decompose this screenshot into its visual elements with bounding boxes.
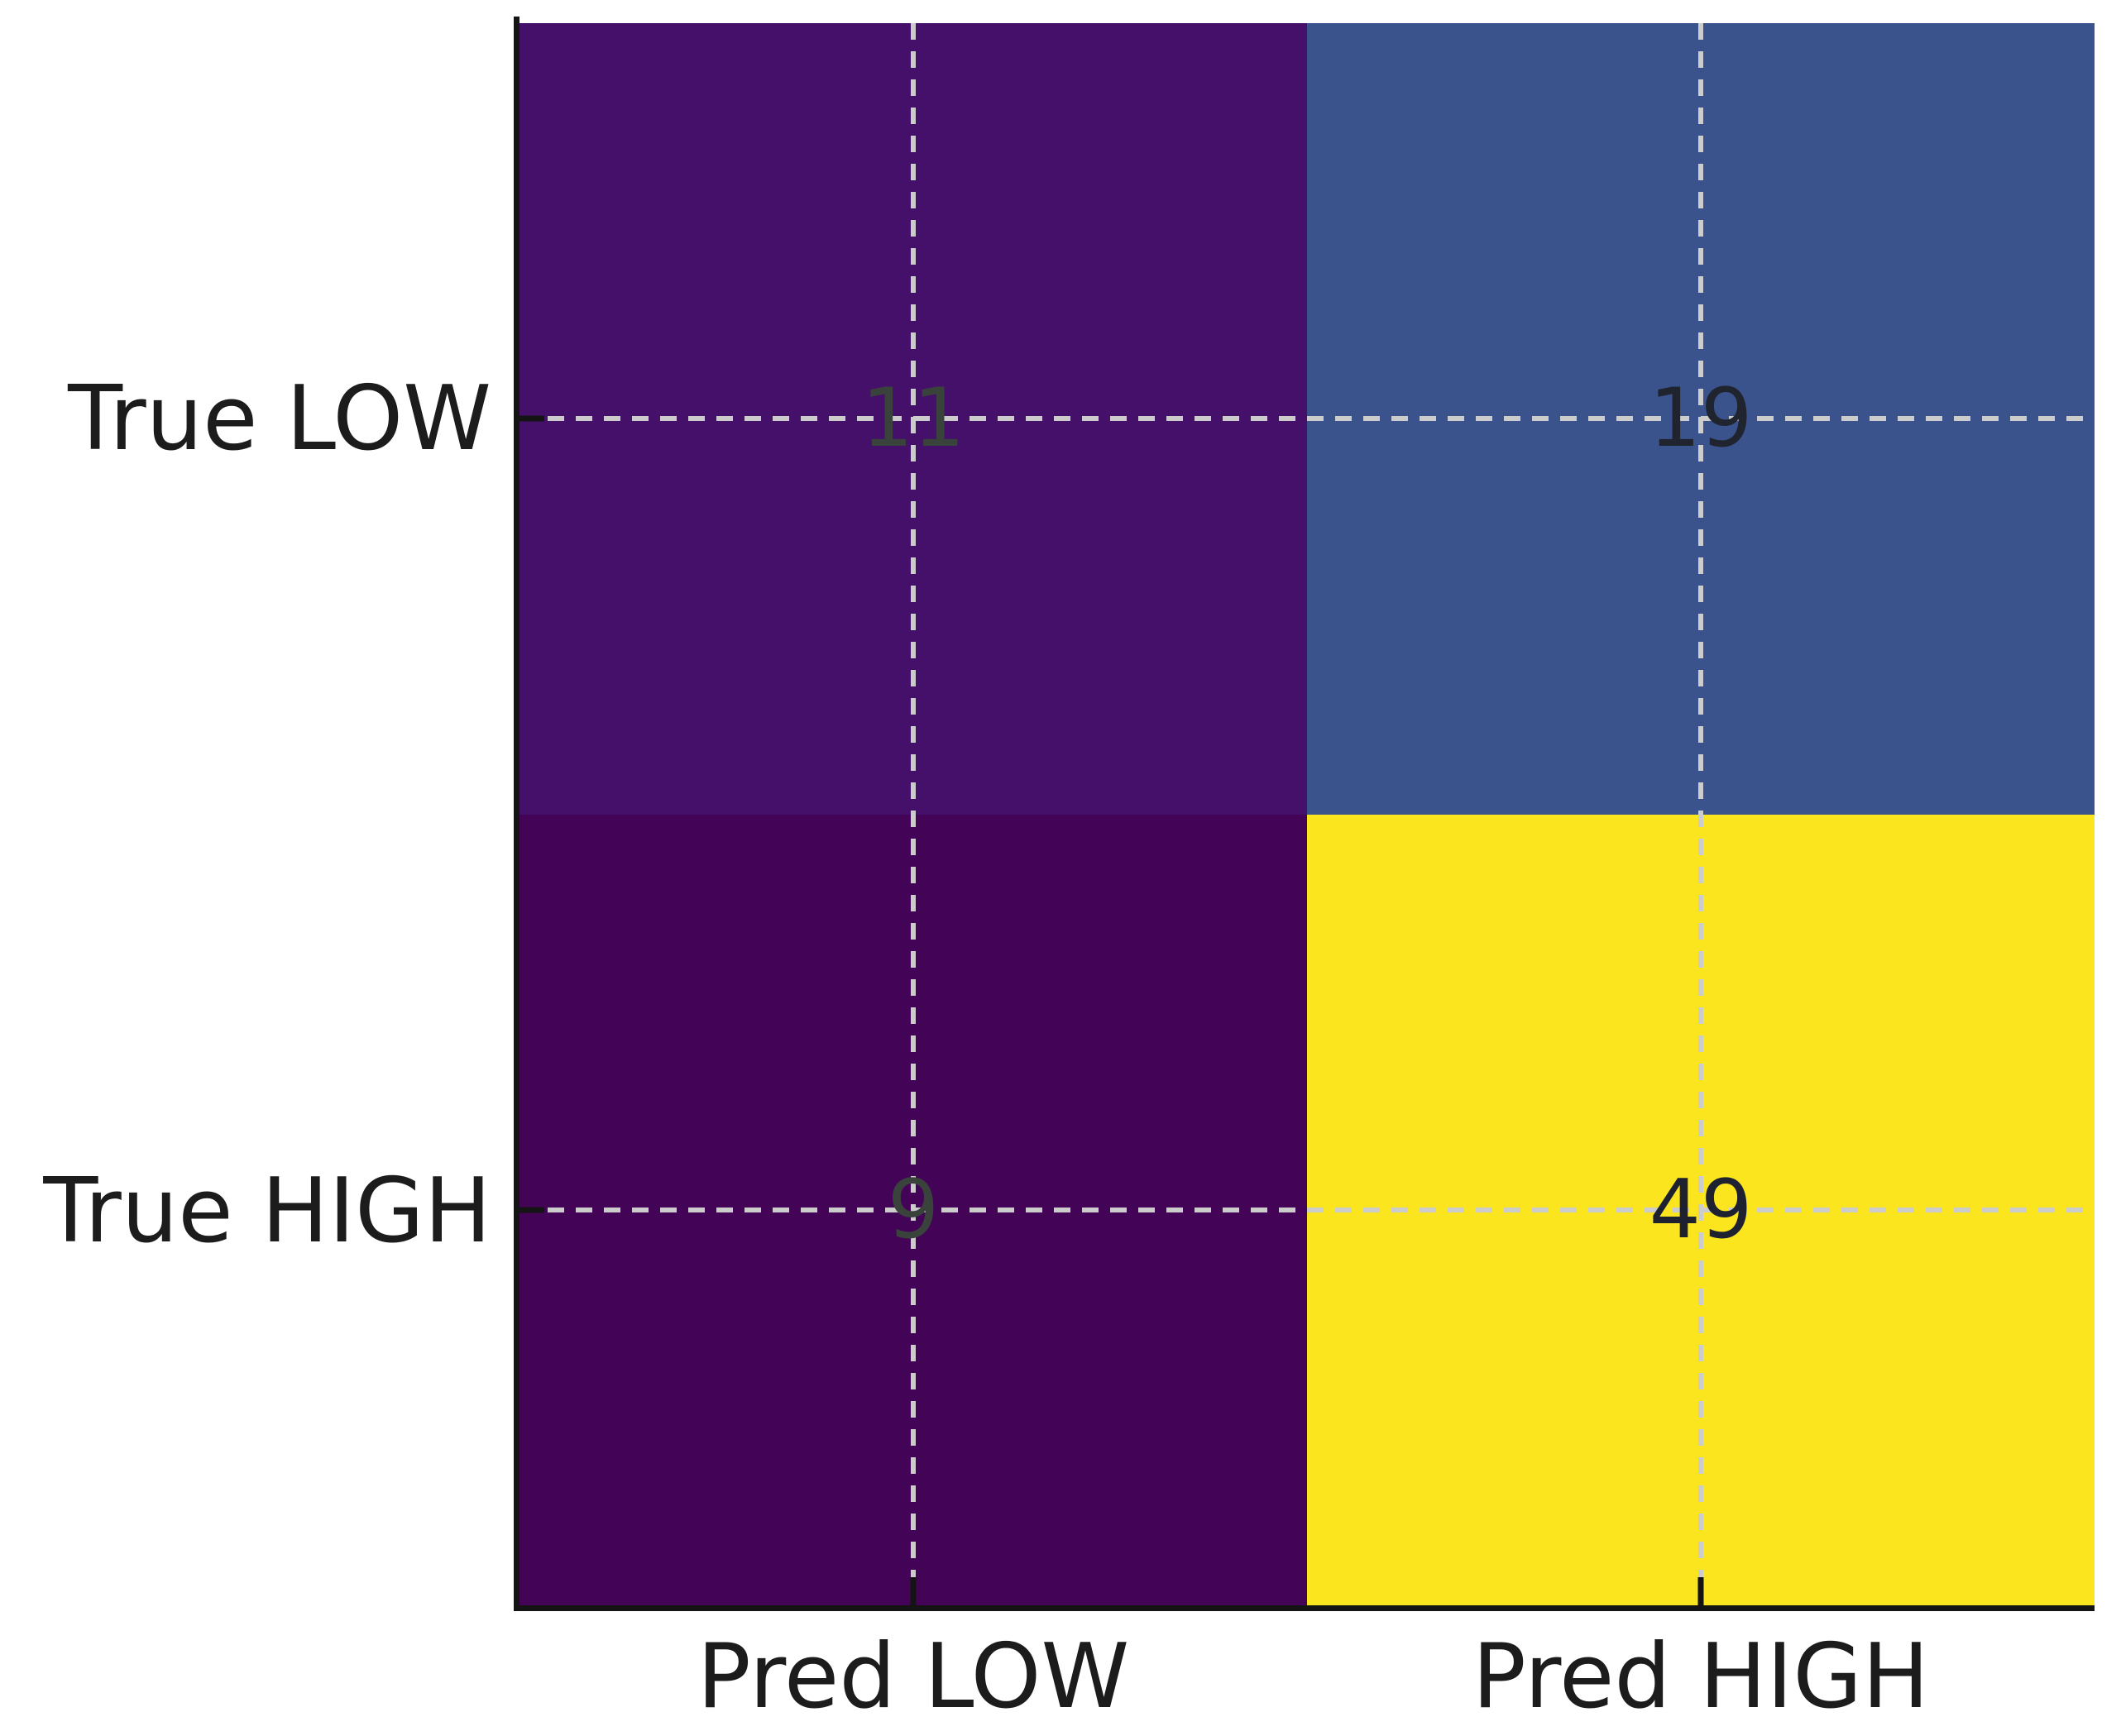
x-tick-pred-high [1697,1577,1704,1605]
gridline-vertical-col2 [1698,23,1703,1605]
x-tick-pred-low [910,1577,917,1605]
y-axis-spine [514,17,519,1611]
y-axis-label-true-high: True HIGH [43,1160,491,1263]
x-axis-label-pred-high: Pred HIGH [1472,1625,1930,1729]
y-tick-true-low [519,415,544,422]
gridline-horizontal-row2 [519,1207,2095,1212]
heatmap-cells [519,23,2095,1605]
y-axis-label-true-low: True LOW [68,367,491,471]
gridline-horizontal-row1 [519,416,2095,422]
cell-value-true-low-pred-low: 11 [861,371,965,466]
gridline-vertical-col1 [911,23,916,1605]
cell-value-true-high-pred-high: 49 [1649,1162,1753,1257]
x-axis-label-pred-low: Pred LOW [697,1625,1130,1729]
x-axis-spine [514,1605,2095,1611]
cell-value-true-low-pred-high: 19 [1649,371,1753,466]
cell-value-true-high-pred-low: 9 [887,1162,940,1257]
heatmap-plot-area: 11 19 9 49 [514,17,2095,1611]
y-tick-true-high [519,1207,544,1213]
